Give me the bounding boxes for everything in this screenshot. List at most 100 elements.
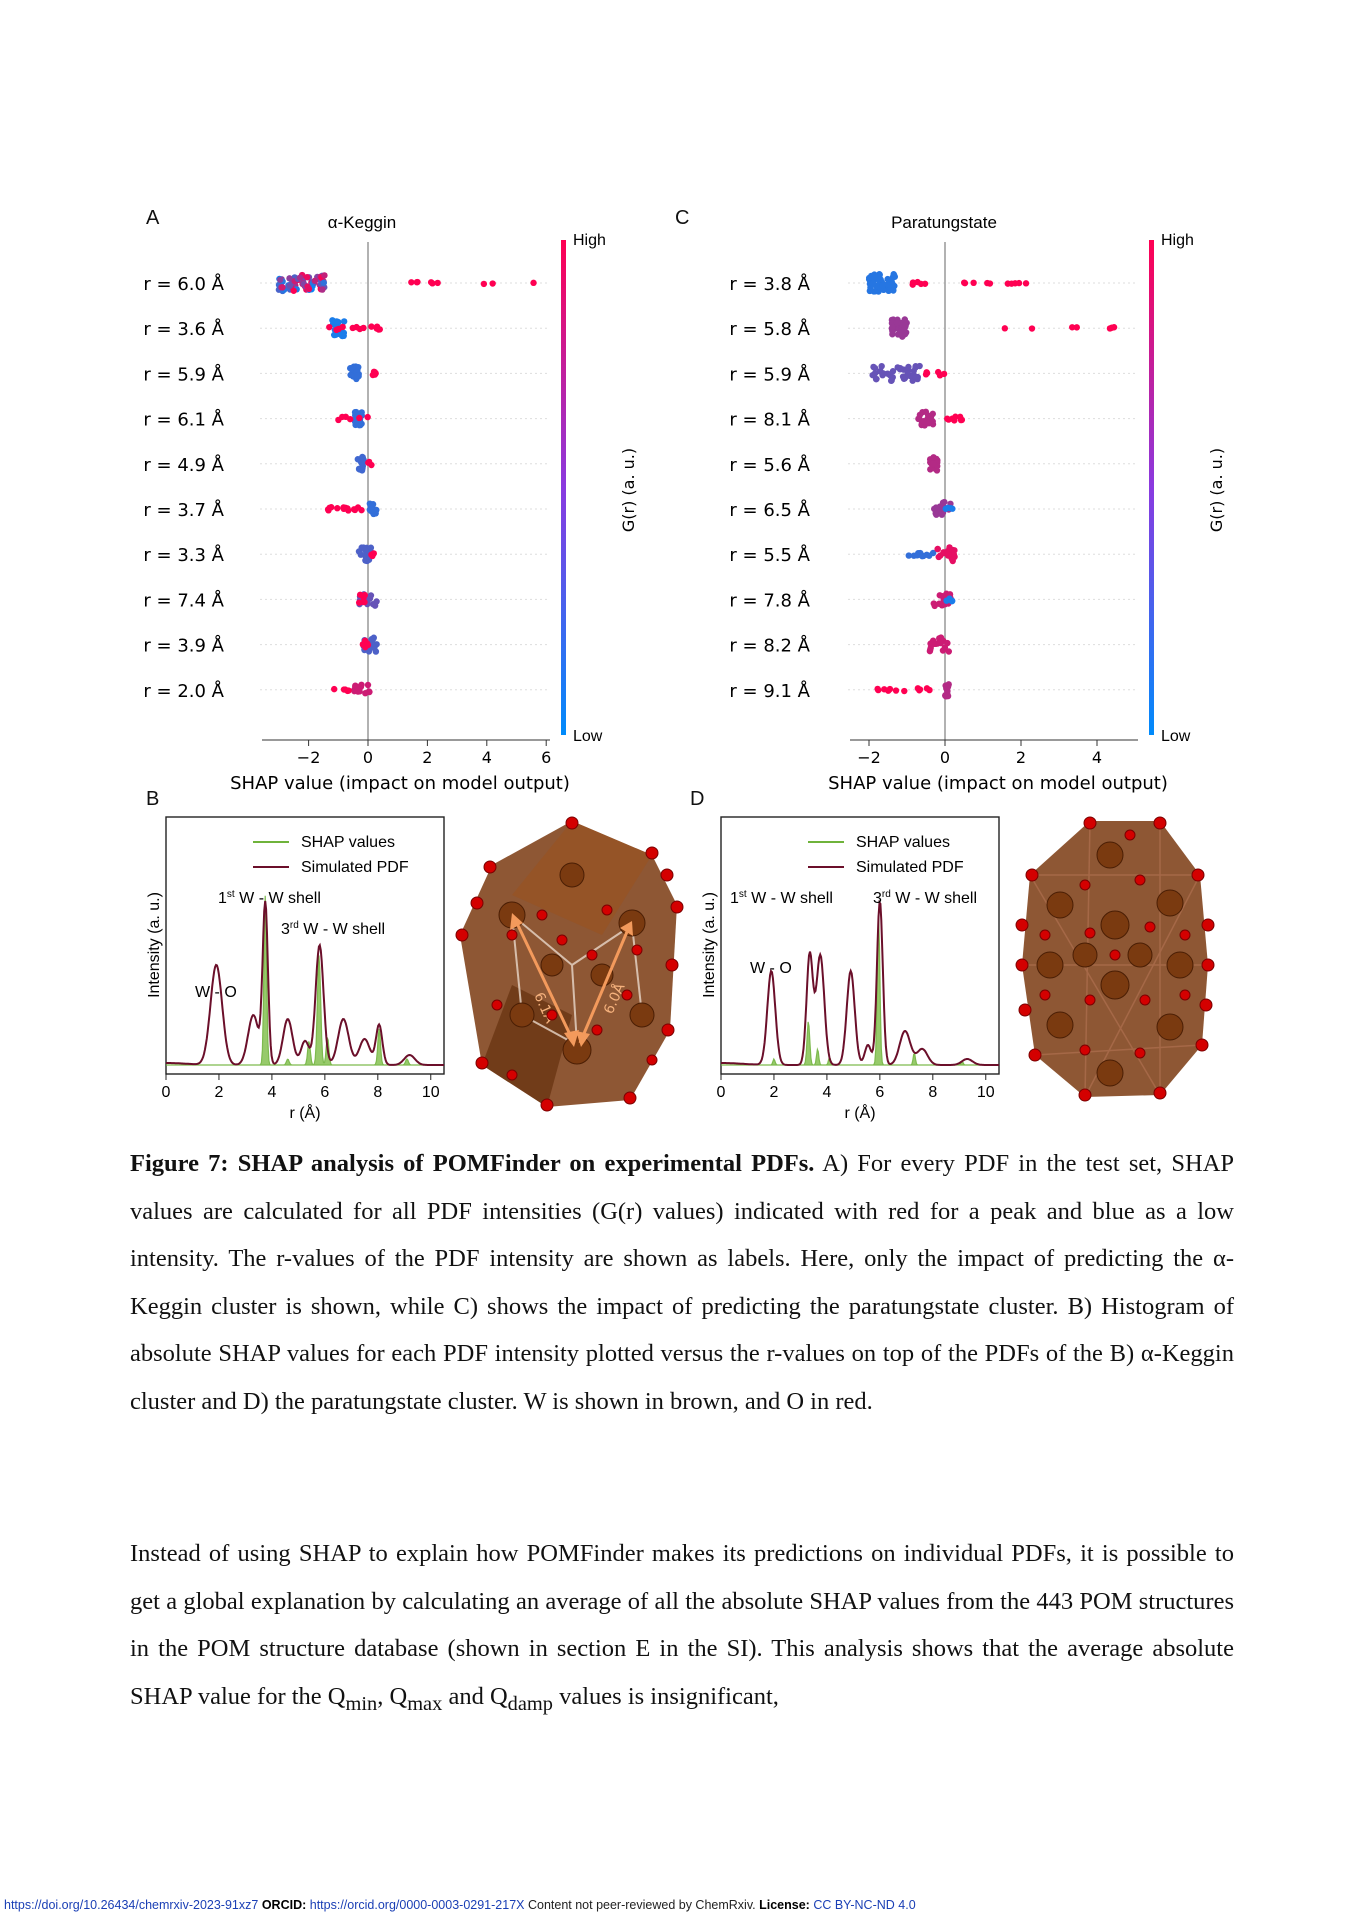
caption-text: A) For every PDF in the test set, SHAP v… — [130, 1150, 1235, 1415]
shap-beeswarm-a: α-Keggin r = 6.0 Å r = 3.6 Å r = 5.9 Å r = … — [143, 213, 638, 794]
shap-point — [354, 372, 361, 379]
shap-point — [1008, 280, 1015, 287]
paratungstate-structure-illustration — [1015, 816, 1215, 1102]
shap-point — [429, 280, 436, 287]
shap-point — [897, 365, 904, 372]
shap-point — [361, 637, 369, 644]
shap-point — [923, 685, 931, 692]
x-tick-label: 10 — [977, 1084, 995, 1101]
legend-shap-b: SHAP values — [301, 834, 395, 851]
doi-link[interactable]: https://doi.org/10.26434/chemrxiv-2023-9… — [4, 1898, 259, 1912]
feature-label: r = 5.9 Å — [143, 363, 224, 385]
shap-point — [920, 417, 927, 425]
shap-histogram — [166, 895, 444, 1066]
shap-point — [480, 280, 488, 288]
shap-point — [901, 323, 909, 331]
shap-point — [359, 465, 366, 472]
orcid-label: ORCID: — [261, 1898, 307, 1912]
x-tick-label: 0 — [717, 1084, 726, 1101]
shap-point — [942, 505, 949, 512]
shap-point — [351, 418, 359, 425]
shap-point — [414, 278, 421, 286]
shap-point — [1015, 279, 1023, 287]
shap-point — [945, 551, 952, 558]
shap-point — [296, 274, 304, 281]
shap-point — [916, 362, 923, 370]
shap-point — [912, 373, 919, 380]
x-tick-label: 10 — [422, 1084, 440, 1101]
shap-point — [947, 504, 955, 512]
shap-point — [340, 329, 347, 336]
license-label: License: — [759, 1898, 810, 1912]
x-tick-label: 2 — [214, 1084, 223, 1101]
shap-point — [930, 454, 937, 461]
orcid-link[interactable]: https://orcid.org/0000-0003-0291-217X — [309, 1898, 525, 1912]
shap-point — [373, 598, 380, 605]
shap-point — [286, 275, 293, 282]
shap-point — [930, 640, 937, 648]
shap-point — [888, 377, 895, 384]
legend-shap-d: SHAP values — [856, 834, 950, 851]
annotation-shell3-d: 3rd W - W shell — [873, 889, 977, 907]
feature-label: r = 5.5 Å — [729, 544, 810, 566]
shap-point — [914, 685, 922, 692]
shap-point — [945, 648, 952, 655]
shap-point — [335, 416, 342, 424]
license-link[interactable]: CC BY-NC-ND 4.0 — [813, 1898, 916, 1912]
shap-point — [901, 375, 908, 382]
x-tick-label: −2 — [857, 748, 881, 767]
shap-point — [894, 331, 902, 338]
shap-point — [355, 363, 362, 371]
feature-label: r = 5.8 Å — [729, 318, 810, 340]
feature-label: r = 6.0 Å — [143, 273, 224, 295]
colorbar-high-c: High — [1161, 232, 1194, 249]
chart-title-c: Paratungstate — [891, 213, 997, 232]
figure-caption: Figure 7: SHAP analysis of POMFinder on … — [130, 1140, 1234, 1425]
shap-point — [362, 690, 369, 697]
shap-point — [303, 274, 311, 281]
shap-beeswarm-c: Paratungstate r = 3.8 Å r = 5.8 Å r = 5.9 … — [729, 213, 1226, 794]
x-tick-label: 4 — [822, 1084, 831, 1101]
shap-point — [889, 324, 896, 331]
shap-point — [356, 414, 363, 422]
shap-point — [874, 685, 881, 693]
shap-point — [320, 279, 328, 286]
y-axis-label-b: Intensity (a. u.) — [146, 892, 163, 998]
shap-point — [354, 684, 361, 691]
shap-point — [970, 279, 977, 287]
shap-point — [869, 279, 877, 287]
x-tick-label: 2 — [769, 1084, 778, 1101]
colorbar-a — [561, 240, 566, 735]
shap-point — [952, 413, 959, 420]
feature-label: r = 7.8 Å — [729, 589, 810, 611]
feature-label: r = 5.6 Å — [729, 454, 810, 476]
pdf-plot-b: SHAP values Simulated PDF 1st W - W shel… — [146, 816, 445, 1122]
shap-point — [905, 552, 913, 559]
annotation-wo-b: W - O — [195, 984, 237, 1001]
shap-point — [333, 326, 340, 334]
shap-point — [290, 287, 297, 294]
shap-point — [367, 592, 375, 599]
shap-point — [950, 551, 958, 558]
simulated-pdf-line — [166, 900, 444, 1066]
x-tick-label: 4 — [1092, 748, 1102, 767]
shap-point — [891, 273, 899, 280]
colorbar-c — [1149, 240, 1154, 735]
shap-point — [530, 279, 537, 287]
panel-letter-b: B — [146, 788, 160, 810]
shap-point — [930, 460, 937, 467]
shap-point — [922, 408, 930, 415]
shap-point — [939, 499, 947, 506]
shap-point — [357, 551, 365, 558]
shap-point — [365, 648, 373, 655]
feature-label: r = 7.4 Å — [143, 589, 224, 611]
shap-point — [334, 505, 341, 512]
shap-point — [914, 278, 921, 286]
shap-point — [342, 686, 349, 693]
colorbar-low-a: Low — [573, 728, 603, 745]
shap-point — [984, 279, 991, 287]
colorbar-low-c: Low — [1161, 728, 1191, 745]
shap-point — [368, 635, 376, 643]
x-tick-label: 6 — [541, 748, 551, 767]
shap-point — [355, 599, 363, 606]
